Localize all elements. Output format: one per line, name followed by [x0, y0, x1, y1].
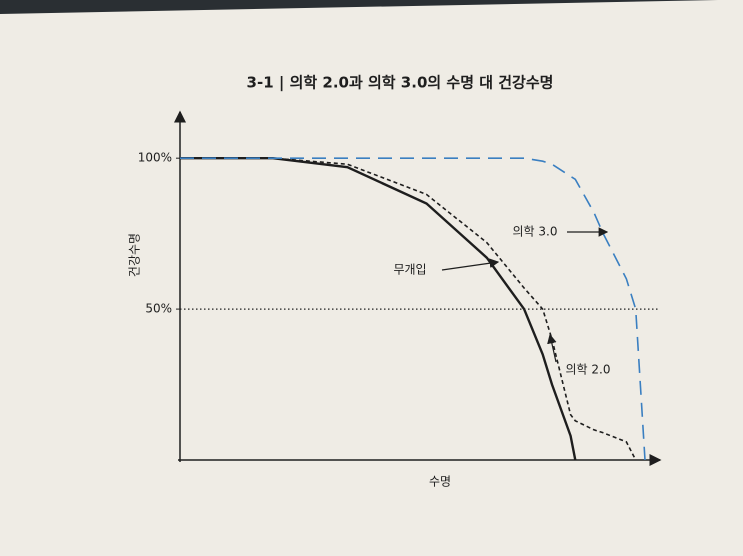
y-tick-label: 50% — [145, 302, 172, 316]
series-label: 의학 3.0 — [513, 225, 558, 239]
y-tick-label: 100% — [138, 151, 172, 165]
label-arrow — [547, 333, 557, 363]
series-label: 무개입 — [393, 263, 426, 277]
y-axis-label: 건강수명 — [128, 233, 142, 277]
line-series — [180, 157, 637, 461]
chart-title: 3-1 | 의학 2.0과 의학 3.0의 수명 대 건강수명 — [247, 74, 554, 93]
line-series — [180, 157, 646, 461]
line-series — [180, 157, 577, 461]
label-arrow — [441, 258, 500, 271]
series-label: 의학 2.0 — [566, 363, 611, 377]
x-axis-label: 수명 — [429, 475, 451, 489]
